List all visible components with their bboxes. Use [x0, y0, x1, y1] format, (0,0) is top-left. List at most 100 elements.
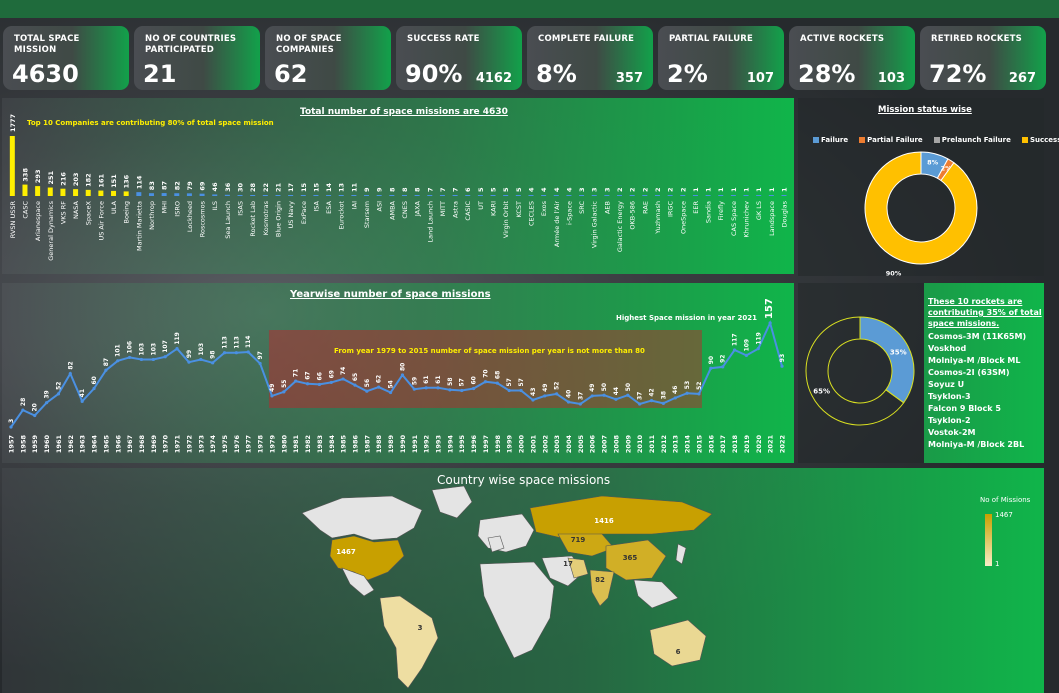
tick-label: 1971: [174, 435, 182, 454]
data-label: 107: [162, 340, 169, 353]
tick-label: IAI: [350, 201, 358, 209]
bar: [123, 191, 129, 196]
point: [483, 380, 488, 384]
bar: [161, 193, 167, 196]
tick-label: MITT: [439, 201, 447, 216]
status-legend: Failure Partial Failure Prelaunch Failur…: [813, 128, 1059, 147]
bar: [288, 195, 294, 196]
tick-label: Northrop: [148, 201, 156, 230]
tick-label: 1959: [31, 435, 39, 454]
region-mexico: [341, 567, 375, 597]
tick-label: 2001: [529, 435, 537, 454]
data-label: 82: [595, 576, 605, 584]
data-label: 20: [32, 403, 39, 411]
tick-label: 2004: [565, 435, 573, 454]
status-panel: Mission status wise Failure Partial Fail…: [798, 98, 1059, 276]
tick-label: 1985: [340, 435, 348, 454]
data-label: 251: [47, 170, 55, 184]
data-label: 69: [199, 181, 207, 191]
highlight-band: [268, 330, 702, 408]
bar: [515, 195, 521, 196]
data-label: 8: [414, 187, 422, 192]
kpi-value: 72%: [929, 60, 987, 88]
data-label: 65: [352, 373, 359, 381]
tick-label: 1961: [55, 435, 63, 454]
region-iran: [567, 557, 589, 579]
point: [732, 348, 737, 352]
data-label: 69: [328, 370, 335, 378]
bar: [389, 195, 395, 196]
data-label: 1: [705, 187, 713, 192]
region-france: [487, 535, 505, 553]
point: [388, 390, 393, 395]
point: [673, 396, 677, 400]
tick-label: Rocket Lab: [249, 201, 257, 237]
data-label: 42: [649, 388, 656, 396]
tick-label: RAE: [641, 201, 649, 214]
data-label: 5: [477, 187, 485, 192]
tick-label: 2020: [755, 435, 763, 454]
data-label: 4: [553, 187, 561, 192]
tick-label: Starsem: [363, 201, 371, 228]
data-label: 90%: [886, 270, 902, 276]
tick-label: Virgin Galactic: [591, 201, 599, 249]
data-label: 7: [426, 187, 434, 192]
data-label: 101: [115, 344, 122, 357]
data-label: 35%: [890, 348, 907, 356]
tick-label: i-Space: [565, 201, 573, 225]
tick-label: 2019: [743, 435, 751, 454]
kpi-countries: NO OF COUNTRIES PARTICIPATED 21: [134, 26, 260, 90]
point: [507, 388, 511, 393]
kpi-title: PARTIAL FAILURE: [669, 34, 754, 44]
data-label: 52: [554, 382, 561, 390]
tick-label: General Dynamics: [47, 200, 55, 260]
tick-label: ISRO: [173, 201, 181, 217]
bar: [300, 195, 306, 196]
point: [448, 388, 452, 392]
data-label: 4: [565, 187, 573, 192]
list-item: Tsyklon-2: [928, 416, 971, 425]
data-label: 87: [161, 181, 169, 190]
point: [353, 383, 357, 387]
kpi-success-rate: SUCCESS RATE 90% 4162: [396, 26, 522, 90]
bar: [617, 195, 623, 196]
list-item: Voskhod: [928, 344, 967, 353]
bar: [465, 195, 471, 196]
tick-label: 2008: [612, 435, 620, 454]
tick-label: 1977: [245, 435, 253, 453]
data-label: 62: [376, 375, 383, 383]
bar: [756, 195, 762, 196]
region-kazakhstan: [557, 533, 615, 557]
tick-label: 1976: [233, 435, 241, 454]
tick-label: Exos: [540, 200, 548, 216]
bar: [85, 189, 91, 196]
data-label: 15: [300, 182, 308, 192]
slice: [864, 151, 978, 265]
data-label: 57: [459, 378, 466, 386]
bar: [654, 195, 660, 196]
data-label: 109: [743, 339, 750, 352]
data-label: 293: [34, 170, 42, 184]
point: [305, 382, 310, 386]
kpi-title: TOTAL SPACE MISSION: [14, 34, 80, 55]
point: [377, 385, 381, 389]
tick-label: ESA: [325, 200, 333, 213]
data-label: 43: [530, 388, 537, 396]
data-label: 98: [210, 350, 217, 358]
data-label: 60: [471, 376, 478, 384]
map-title: Country wise space missions: [437, 473, 611, 487]
point: [317, 382, 321, 387]
bar: [22, 184, 28, 196]
region-russia: [529, 495, 713, 539]
tick-label: ASI: [376, 201, 384, 212]
region-africa: [479, 561, 555, 659]
point: [175, 347, 179, 351]
point: [424, 386, 428, 390]
kpi-sub: 267: [1008, 71, 1036, 86]
tick-label: 2012: [660, 435, 668, 453]
data-label: 67: [305, 371, 312, 379]
kpi-value: 2%: [667, 60, 708, 88]
tick-label: 1993: [435, 435, 443, 453]
tick-label: 1970: [162, 435, 170, 454]
